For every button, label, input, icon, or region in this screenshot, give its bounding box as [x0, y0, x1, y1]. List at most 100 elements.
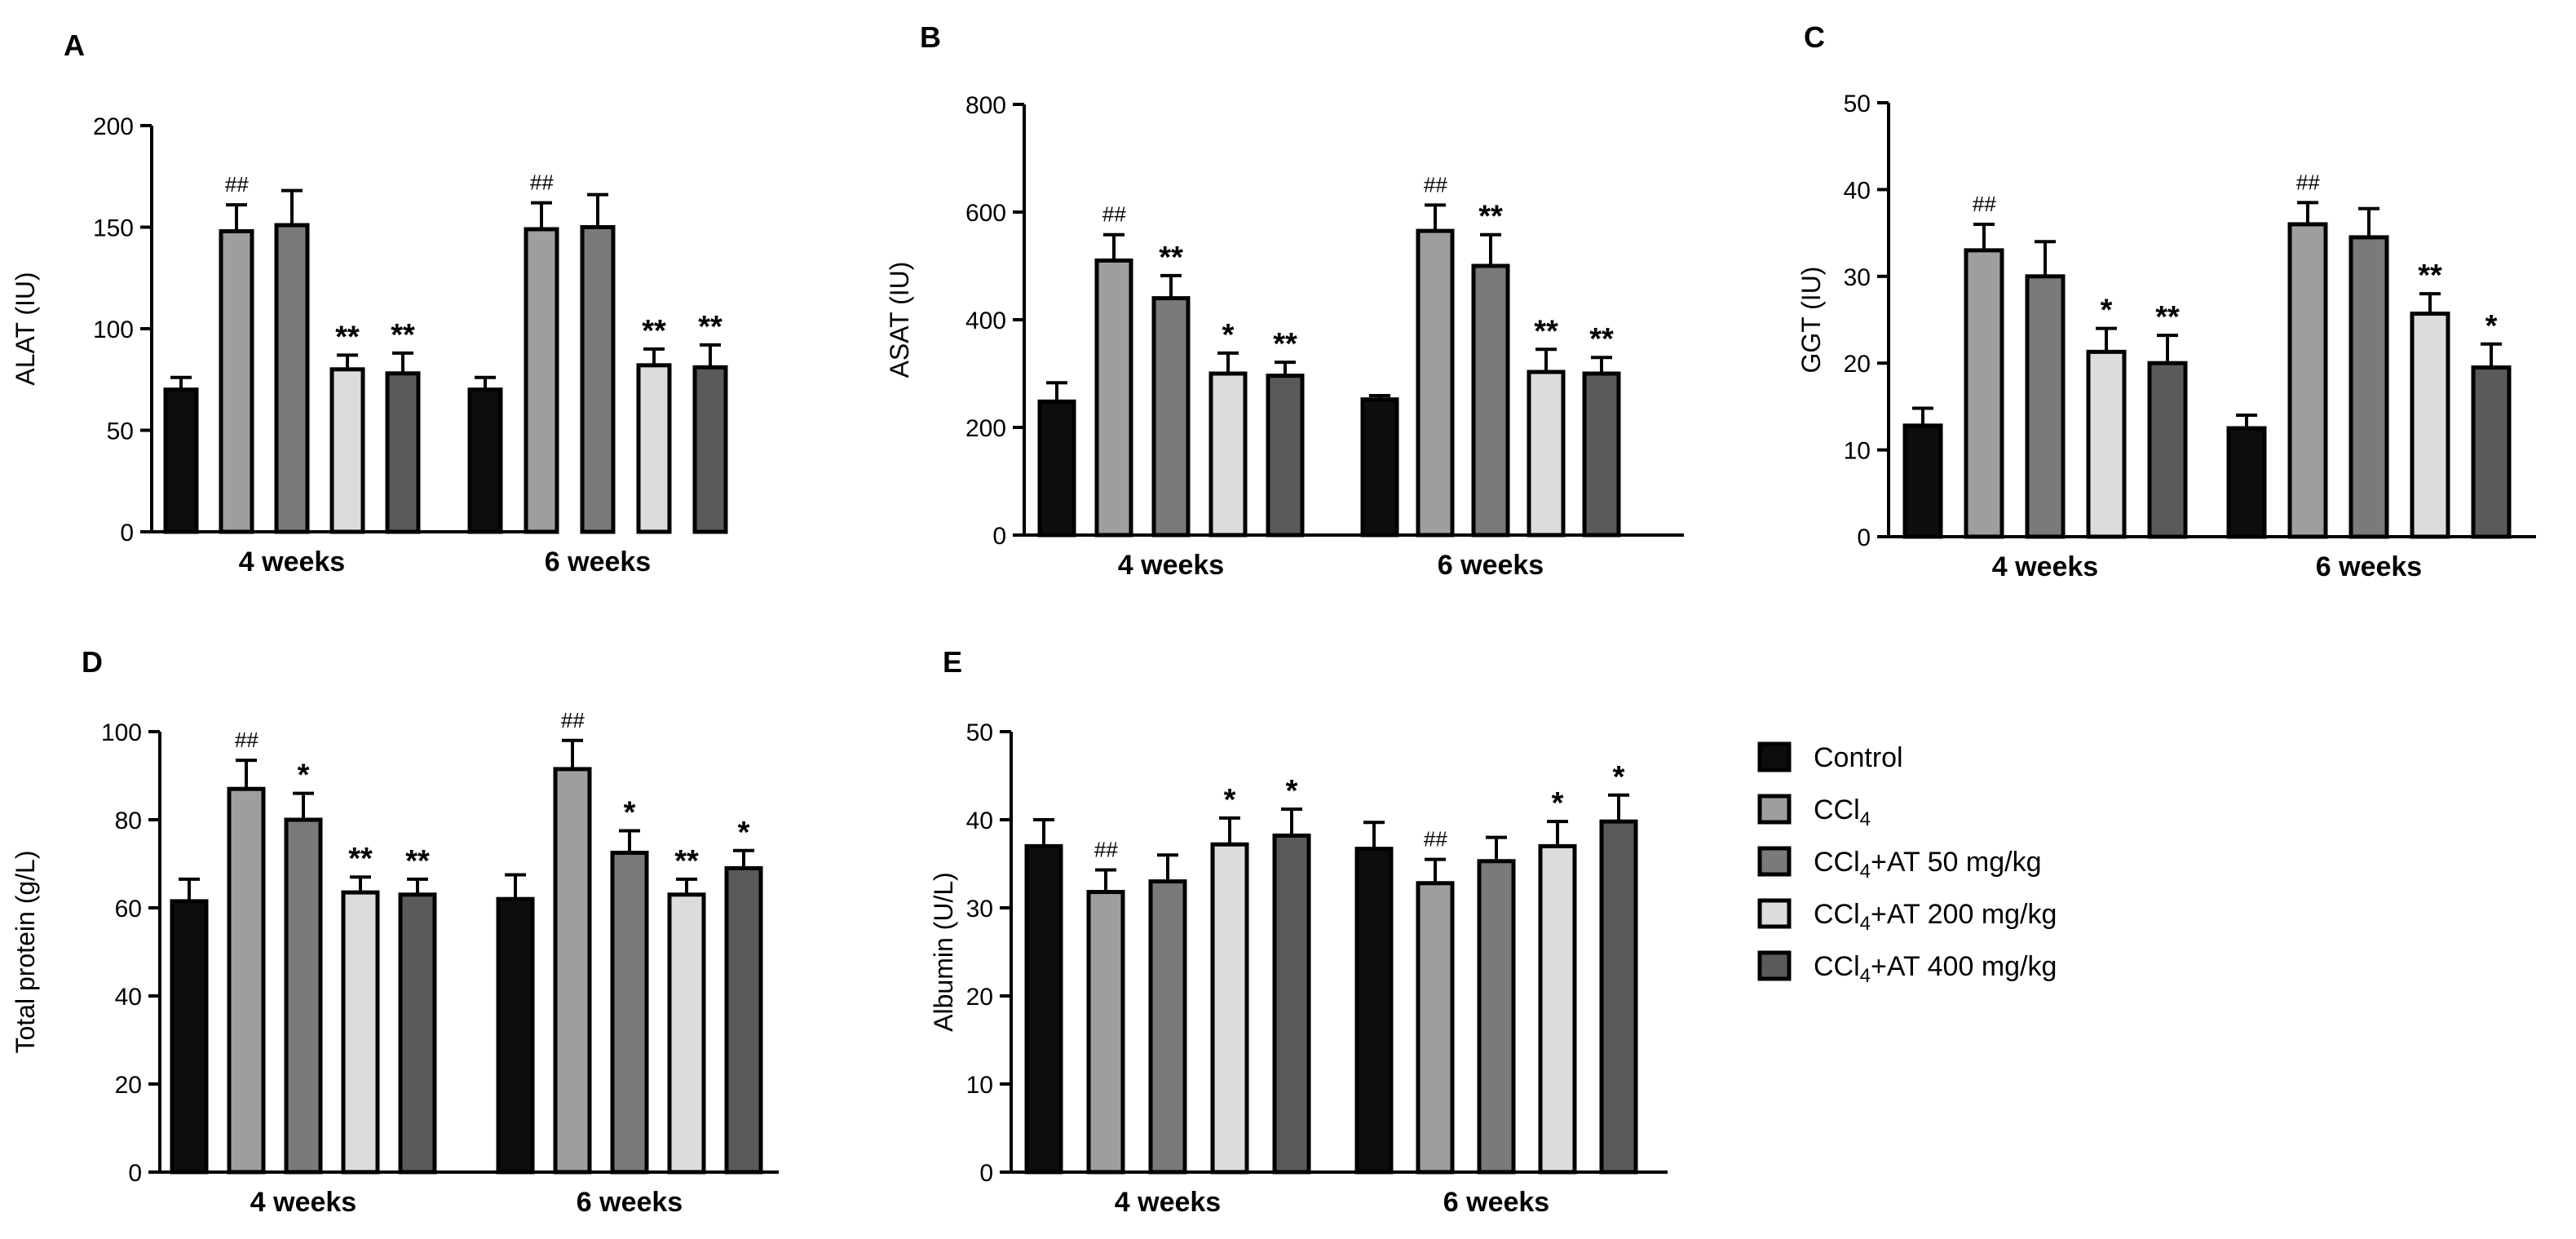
significance-mark: * — [2485, 309, 2498, 343]
bar-control-6-weeks — [1354, 847, 1394, 1175]
x-category-label: 4 weeks — [239, 546, 345, 577]
significance-mark: ** — [674, 844, 699, 878]
legend-swatch — [1757, 846, 1792, 877]
bar-ccl4-at-400-mg-kg-6-weeks — [1599, 819, 1638, 1175]
bar-control-4-weeks — [163, 387, 199, 534]
significance-mark: ## — [2296, 170, 2320, 194]
legend-item-ccl4: CCl4 — [1757, 794, 1871, 830]
x-category-label: 4 weeks — [1118, 550, 1224, 581]
bar-ccl4-at-200-mg-kg-4-weeks — [1210, 842, 1249, 1175]
panel-letter: C — [1804, 20, 1825, 54]
x-category-label: 6 weeks — [1443, 1187, 1549, 1218]
significance-mark: ## — [1094, 838, 1118, 862]
y-axis-label: ASAT (IU) — [885, 262, 914, 378]
legend-swatch — [1757, 794, 1792, 825]
legend-label: CCl4+AT 200 mg/kg — [1814, 899, 2057, 935]
significance-mark: ** — [1589, 322, 1614, 356]
significance-mark: ## — [1424, 827, 1447, 852]
bar-ccl4-at-400-mg-kg-4-weeks — [1272, 833, 1311, 1175]
significance-mark: * — [624, 796, 636, 830]
significance-mark: ** — [2155, 300, 2180, 334]
bar-ccl4-4-weeks — [227, 786, 266, 1175]
bar-ccl4-4-weeks — [1086, 890, 1125, 1175]
bar-ccl4-at-400-mg-kg-6-weeks — [692, 365, 728, 534]
legend: Control CCl4 CCl4+AT 50 mg/kg CCl4+AT 200 m… — [1757, 741, 2057, 987]
bar-ccl4-at-200-mg-kg-4-weeks — [2086, 349, 2127, 539]
bar-ccl4-at-400-mg-kg-4-weeks — [1266, 374, 1305, 538]
panel-letter: B — [920, 20, 941, 54]
x-category-label: 6 weeks — [1438, 550, 1544, 581]
bar-ccl4-6-weeks — [1416, 881, 1455, 1175]
y-tick-label: 40 — [966, 808, 993, 834]
bar-ccl4-at-50-mg-kg-6-weeks — [1477, 859, 1516, 1175]
legend-item-control: Control — [1757, 741, 1903, 773]
y-tick-label: 0 — [128, 1160, 142, 1187]
y-tick-label: 30 — [966, 896, 993, 923]
x-category-label: 4 weeks — [250, 1187, 356, 1218]
panel-letter: E — [943, 645, 962, 679]
legend-label: CCl4+AT 50 mg/kg — [1814, 847, 2042, 883]
y-tick-label: 50 — [966, 719, 993, 746]
bar-ccl4-at-200-mg-kg-6-weeks — [1538, 843, 1577, 1175]
y-tick-label: 20 — [1844, 351, 1871, 378]
bar-ccl4-4-weeks — [1964, 248, 2004, 539]
legend-label: CCl4 — [1814, 794, 1871, 830]
y-tick-label: 30 — [1844, 264, 1871, 291]
bar-ccl4-at-50-mg-kg-6-weeks — [2348, 235, 2389, 539]
y-tick-label: 50 — [107, 418, 134, 445]
x-category-label: 6 weeks — [2316, 551, 2422, 582]
bar-ccl4-at-50-mg-kg-6-weeks — [610, 851, 649, 1175]
significance-mark: ## — [1102, 202, 1126, 227]
significance-mark: ** — [2418, 259, 2442, 293]
panel-a: A 0 50 100 150 200 ALAT (IU) ## ** ** 4 weeks ## ** *… — [11, 29, 728, 577]
bar-control-6-weeks — [2226, 426, 2267, 539]
y-axis-label: Total protein (g/L) — [11, 850, 40, 1053]
panel-e: E 0 10 20 30 40 50 Albumin (U/L) ## * * 4 weeks ## * *… — [929, 645, 1668, 1218]
bar-ccl4-at-50-mg-kg-6-weeks — [1471, 263, 1510, 538]
significance-mark: ## — [1424, 172, 1447, 197]
bar-control-6-weeks — [496, 896, 535, 1175]
bar-ccl4-at-400-mg-kg-4-weeks — [385, 371, 421, 534]
y-tick-label: 400 — [965, 308, 1006, 334]
y-tick-label: 0 — [120, 520, 134, 546]
bar-ccl4-at-50-mg-kg-4-weeks — [1151, 296, 1191, 538]
bar-control-6-weeks — [1360, 397, 1399, 538]
y-tick-label: 20 — [966, 984, 993, 1011]
y-tick-label: 60 — [115, 896, 142, 923]
y-tick-label: 100 — [93, 316, 134, 343]
legend-swatch — [1757, 950, 1792, 981]
bar-ccl4-at-50-mg-kg-4-weeks — [284, 817, 323, 1175]
bar-ccl4-at-400-mg-kg-4-weeks — [2147, 361, 2188, 539]
bar-ccl4-at-50-mg-kg-4-weeks — [2025, 274, 2066, 539]
significance-mark: ## — [530, 170, 554, 195]
panel-letter: D — [82, 645, 103, 679]
y-axis-label: ALAT (IU) — [11, 272, 40, 385]
bar-ccl4-4-weeks — [1094, 258, 1133, 538]
bar-ccl4-6-weeks — [524, 227, 559, 534]
bar-ccl4-at-50-mg-kg-6-weeks — [580, 225, 616, 534]
legend-swatch — [1757, 741, 1792, 772]
legend-item-ccl4-at-50-mg-kg: CCl4+AT 50 mg/kg — [1757, 846, 2042, 883]
significance-mark: ** — [698, 310, 722, 344]
bar-ccl4-at-200-mg-kg-6-weeks — [2410, 312, 2450, 539]
bar-ccl4-at-200-mg-kg-4-weeks — [329, 367, 365, 534]
significance-mark: ## — [235, 728, 258, 752]
bar-control-6-weeks — [467, 387, 503, 534]
y-tick-label: 20 — [115, 1072, 142, 1099]
bar-ccl4-at-400-mg-kg-6-weeks — [724, 865, 763, 1175]
significance-mark: ## — [561, 708, 585, 732]
y-axis-label: Albumin (U/L) — [929, 872, 958, 1032]
bar-ccl4-6-weeks — [1416, 228, 1455, 538]
y-tick-label: 150 — [93, 215, 134, 242]
bar-ccl4-at-200-mg-kg-6-weeks — [667, 892, 706, 1175]
significance-mark: ** — [1534, 314, 1558, 348]
significance-mark: ** — [1159, 241, 1183, 275]
bar-ccl4-at-200-mg-kg-4-weeks — [341, 890, 380, 1175]
y-tick-label: 200 — [93, 113, 134, 140]
significance-mark: ** — [1478, 200, 1503, 234]
significance-mark: ## — [225, 172, 249, 197]
